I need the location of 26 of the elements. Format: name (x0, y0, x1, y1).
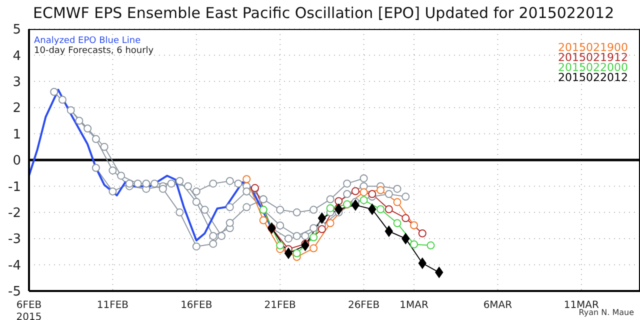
x-tick-label: 16FEB (180, 300, 212, 311)
y-tick-label: -4 (8, 258, 21, 274)
text: 2015022000 (558, 61, 628, 74)
text: 2015021900 (558, 41, 628, 54)
annotation: 10-day Forecasts, 6 hourly (34, 46, 154, 56)
y-tick-label: -2 (8, 206, 21, 222)
text: 2015021912 (558, 51, 628, 64)
annotation: Analyzed EPO Blue Line (34, 36, 142, 46)
x-tick-label: 11FEB (96, 300, 129, 311)
chart-title: ECMWF EPS Ensemble East Pacific Oscillation [EPO] Updated for 2015022012 (33, 4, 614, 22)
y-tick-label: 5 (12, 22, 21, 38)
y-tick-label: -1 (8, 180, 21, 195)
x-tick-label: 26FEB (348, 300, 380, 311)
x-tick-label: 6FEB 2015 (16, 300, 42, 320)
y-tick-label: 4 (12, 48, 21, 64)
y-tick-label: 1 (12, 127, 21, 142)
text: Ryan N. Maue (578, 308, 634, 317)
text: 2015022012 (558, 71, 628, 84)
y-tick-label: 0 (12, 154, 21, 169)
x-tick-label: 21FEB (264, 300, 296, 311)
y-tick-label: -3 (8, 232, 21, 248)
y-tick-label: -5 (8, 284, 21, 300)
y-tick-label: 2 (12, 101, 21, 116)
x-tick-label: 6MAR (483, 300, 512, 311)
x-tick-label: 1MAR (400, 300, 428, 311)
y-tick-label: 3 (12, 75, 21, 90)
